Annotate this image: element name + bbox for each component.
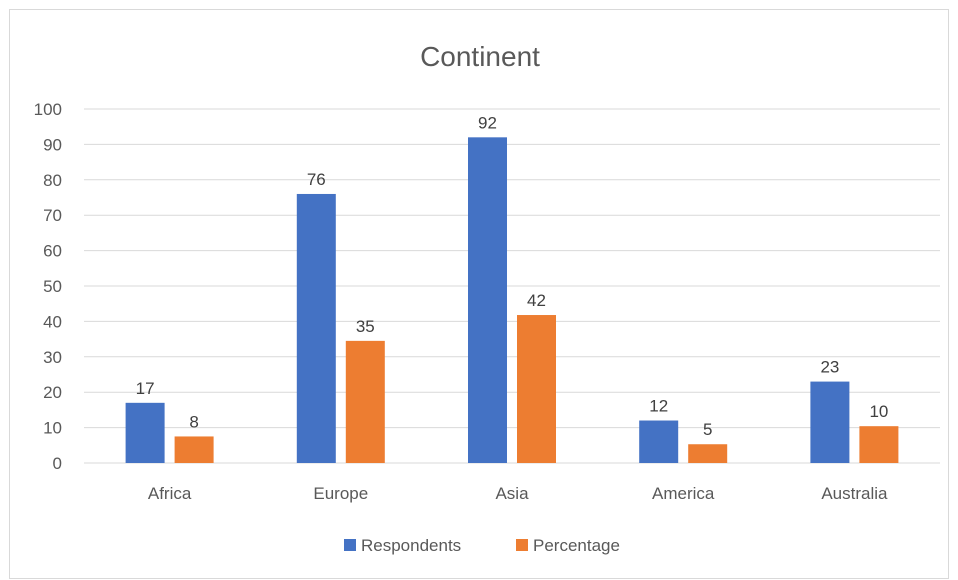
bar-respondents-europe: [296, 193, 336, 463]
y-tick-label: 80: [43, 171, 62, 190]
data-label: 17: [136, 379, 155, 398]
y-tick-label: 20: [43, 383, 62, 402]
bar-percentage-australia: [859, 426, 899, 463]
x-category-label: Asia: [495, 484, 529, 503]
data-label: 42: [527, 291, 546, 310]
y-tick-label: 10: [43, 419, 62, 438]
bar-percentage-europe: [345, 340, 385, 463]
legend-swatch: [516, 539, 528, 551]
y-tick-label: 100: [34, 100, 62, 119]
bar-respondents-america: [639, 420, 679, 463]
chart-title: Continent: [420, 41, 540, 72]
bar-respondents-australia: [810, 381, 850, 463]
legend: Respondents Percentage: [344, 536, 620, 555]
bar-respondents-asia: [468, 137, 507, 463]
bar-respondents-africa: [125, 402, 165, 463]
x-axis-categories: Africa Europe Asia America Australia: [148, 484, 888, 503]
data-label: 76: [307, 170, 326, 189]
data-label: 92: [478, 113, 497, 132]
x-category-label: Australia: [821, 484, 888, 503]
data-label: 23: [820, 358, 839, 377]
legend-label: Percentage: [533, 536, 620, 555]
y-tick-label: 50: [43, 277, 62, 296]
legend-label: Respondents: [361, 536, 461, 555]
data-label: 10: [869, 402, 888, 421]
bar-percentage-africa: [174, 436, 214, 463]
legend-swatch: [344, 539, 356, 551]
y-tick-label: 90: [43, 135, 62, 154]
bar-percentage-america: [688, 444, 728, 463]
y-tick-label: 70: [43, 206, 62, 225]
gridlines: [84, 108, 940, 464]
y-tick-label: 30: [43, 348, 62, 367]
bar-percentage-asia: [517, 315, 556, 463]
y-tick-label: 60: [43, 242, 62, 261]
x-category-label: Africa: [148, 484, 192, 503]
x-category-label: America: [652, 484, 715, 503]
bars: 17 8 76 35 92 42 12 5 23 10: [125, 113, 899, 463]
x-category-label: Europe: [313, 484, 368, 503]
data-label: 8: [189, 412, 198, 431]
data-label: 12: [649, 397, 668, 416]
data-label: 5: [703, 420, 712, 439]
data-label: 35: [356, 317, 375, 336]
y-axis-ticks: 0 10 20 30 40 50 60 70 80 90 100: [34, 100, 62, 473]
y-tick-label: 40: [43, 312, 62, 331]
y-tick-label: 0: [53, 454, 62, 473]
